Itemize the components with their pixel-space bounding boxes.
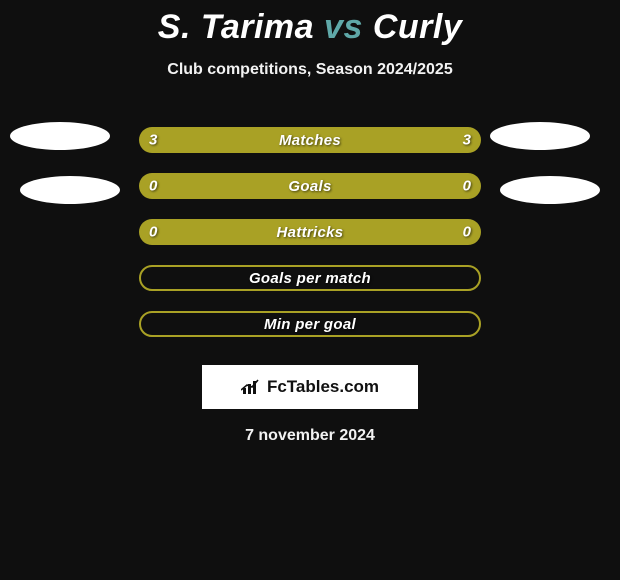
stat-label: Goals bbox=[288, 178, 331, 195]
stat-bar: Min per goal bbox=[139, 311, 481, 337]
stat-label: Matches bbox=[279, 132, 341, 149]
subtitle: Club competitions, Season 2024/2025 bbox=[0, 61, 620, 79]
stat-bar: Goals per match bbox=[139, 265, 481, 291]
stat-bar: 0 Hattricks 0 bbox=[139, 219, 481, 245]
stat-bar: 0 Goals 0 bbox=[139, 173, 481, 199]
player-avatar-right-bottom bbox=[500, 176, 600, 204]
brand-logo: FcTables.com bbox=[202, 365, 418, 409]
stat-value-left: 3 bbox=[149, 132, 157, 149]
stat-row-min-per-goal: Min per goal bbox=[0, 301, 620, 347]
title-player2: Curly bbox=[373, 8, 462, 46]
stat-label: Goals per match bbox=[249, 270, 371, 287]
stat-value-right: 0 bbox=[463, 178, 471, 195]
stat-row-hattricks: 0 Hattricks 0 bbox=[0, 209, 620, 255]
stat-label: Min per goal bbox=[264, 316, 356, 333]
player-avatar-right-top bbox=[490, 122, 590, 150]
stat-rows: 3 Matches 3 0 Goals 0 0 Hattricks 0 Goal… bbox=[0, 117, 620, 347]
page-title: S. Tarima vs Curly bbox=[0, 0, 620, 47]
brand-logo-inner: FcTables.com bbox=[241, 377, 379, 397]
chart-icon bbox=[241, 378, 263, 396]
stat-label: Hattricks bbox=[277, 224, 344, 241]
stat-value-left: 0 bbox=[149, 178, 157, 195]
title-player1: S. Tarima bbox=[158, 8, 314, 46]
stat-value-right: 0 bbox=[463, 224, 471, 241]
date-text: 7 november 2024 bbox=[0, 427, 620, 445]
stat-row-goals-per-match: Goals per match bbox=[0, 255, 620, 301]
stat-bar: 3 Matches 3 bbox=[139, 127, 481, 153]
player-avatar-left-bottom bbox=[20, 176, 120, 204]
title-vs: vs bbox=[324, 8, 363, 46]
brand-logo-text: FcTables.com bbox=[267, 377, 379, 397]
player-avatar-left-top bbox=[10, 122, 110, 150]
stat-value-right: 3 bbox=[463, 132, 471, 149]
stat-value-left: 0 bbox=[149, 224, 157, 241]
